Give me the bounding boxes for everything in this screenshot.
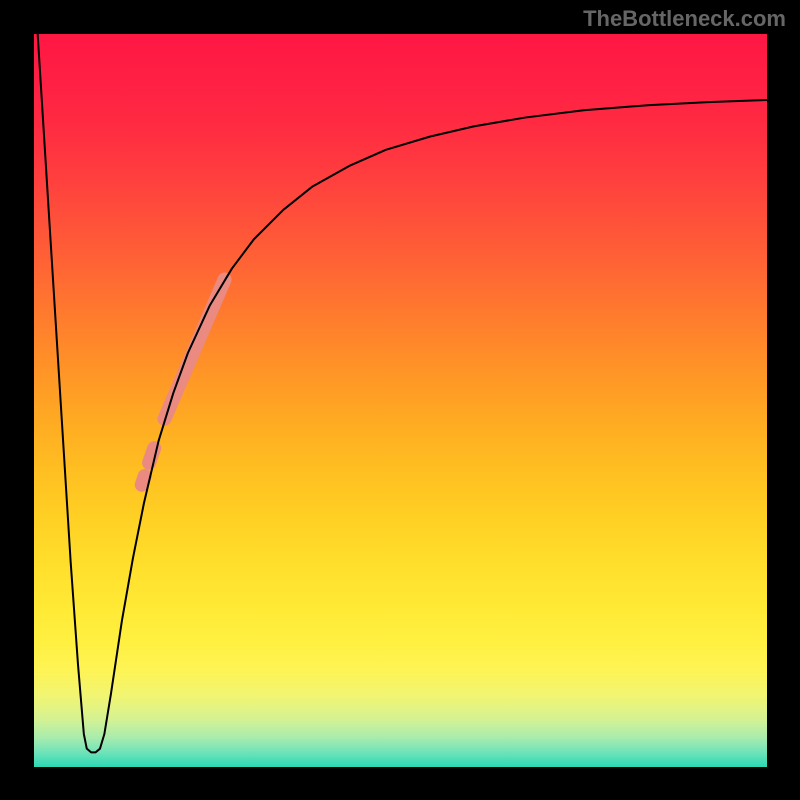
highlight-segment — [142, 476, 145, 485]
chart-root: { "canvas": { "width": 800, "height": 80… — [0, 0, 800, 800]
highlight-markers — [142, 280, 225, 485]
bottleneck-curve — [38, 34, 767, 752]
watermark-label: TheBottleneck.com — [583, 6, 786, 32]
plot-area — [34, 34, 767, 767]
curve-layer — [34, 34, 767, 767]
highlight-segment — [164, 280, 224, 419]
